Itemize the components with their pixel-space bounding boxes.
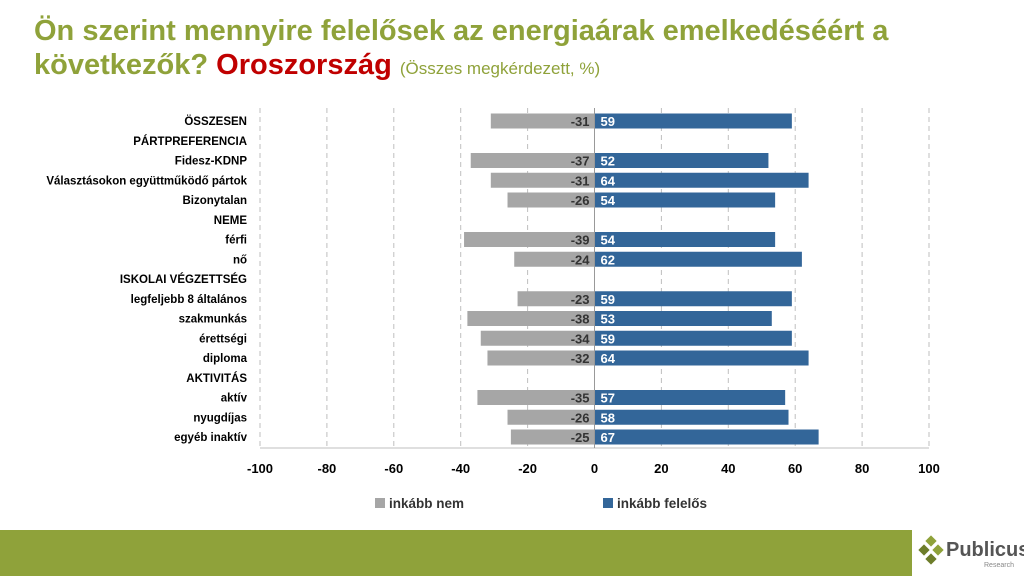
data-label: -24 xyxy=(571,252,591,267)
x-tick-label: 60 xyxy=(788,461,802,476)
footer-bar xyxy=(0,530,912,576)
category-label: nő xyxy=(233,254,247,266)
data-label: -37 xyxy=(571,154,590,169)
bar-inkabb-felelos xyxy=(594,311,772,326)
category-label: Fidesz-KDNP xyxy=(175,156,248,168)
bar-inkabb-felelos xyxy=(594,409,789,425)
x-tick-label: -20 xyxy=(518,461,537,476)
bar-inkabb-nem xyxy=(514,251,595,267)
bar-inkabb-nem xyxy=(487,350,595,366)
bar-inkabb-nem xyxy=(490,113,595,129)
bar-inkabb-felelos xyxy=(594,172,809,188)
bar-inkabb-felelos xyxy=(594,153,769,168)
bar-inkabb-felelos xyxy=(594,291,792,307)
category-label: férfi xyxy=(225,235,247,247)
bar-inkabb-nem xyxy=(510,429,595,445)
bar-inkabb-nem xyxy=(480,330,595,346)
category-label: legfeljebb 8 általános xyxy=(131,294,247,306)
category-label: nyugdíjas xyxy=(193,412,247,424)
x-tick-label: -40 xyxy=(451,461,470,476)
bar-inkabb-nem xyxy=(470,153,595,168)
x-tick-label: 0 xyxy=(591,461,598,476)
bar-inkabb-nem xyxy=(464,232,595,247)
data-label: 59 xyxy=(601,331,615,346)
data-label: -32 xyxy=(571,351,590,366)
bar-inkabb-nem xyxy=(490,172,595,188)
category-label: AKTIVITÁS xyxy=(186,372,247,385)
x-tick-label: 20 xyxy=(654,461,668,476)
x-tick-label: 80 xyxy=(855,461,869,476)
data-label: -39 xyxy=(571,233,590,248)
logo-diamonds-icon xyxy=(918,535,944,565)
data-label: 59 xyxy=(601,114,615,129)
data-label: -35 xyxy=(571,391,590,406)
chart-title: Ön szerint mennyire felelősek az energia… xyxy=(34,15,889,81)
data-label: 59 xyxy=(601,292,615,307)
data-label: 58 xyxy=(601,410,615,425)
data-label: -26 xyxy=(571,193,590,208)
category-label: szakmunkás xyxy=(179,314,247,326)
data-label: -23 xyxy=(571,292,590,307)
bar-inkabb-felelos xyxy=(594,390,786,405)
category-label: aktív xyxy=(221,393,248,405)
data-label: -31 xyxy=(571,114,590,129)
bar-inkabb-felelos xyxy=(594,251,802,267)
bar-inkabb-nem xyxy=(517,291,595,307)
category-label: ISKOLAI VÉGZETTSÉG xyxy=(120,273,247,286)
category-label: PÁRTPREFERENCIA xyxy=(133,135,247,148)
x-tick-label: -80 xyxy=(318,461,337,476)
bar-inkabb-nem xyxy=(507,192,595,208)
bar-inkabb-felelos xyxy=(594,113,792,129)
bar-inkabb-felelos xyxy=(594,232,776,247)
category-label: egyéb inaktív xyxy=(174,432,247,444)
bar-inkabb-nem xyxy=(507,409,595,425)
bar-inkabb-felelos xyxy=(594,330,792,346)
category-label: NEME xyxy=(214,215,248,227)
legend-label: inkább felelős xyxy=(617,496,707,511)
bar-inkabb-felelos xyxy=(594,429,819,445)
category-label: Választásokon együttműködő pártok xyxy=(46,175,247,187)
data-label: 64 xyxy=(601,351,616,366)
data-label: -38 xyxy=(571,312,590,327)
category-label: Bizonytalan xyxy=(182,195,247,207)
bar-inkabb-felelos xyxy=(594,350,809,366)
legend-swatch xyxy=(375,498,385,508)
category-label: érettségi xyxy=(199,333,247,345)
category-label: ÖSSZESEN xyxy=(184,115,247,128)
chart: -100 -80 -60 -40 -20 0 20 40 60 80 100 ÖSSZESEN -31 5… xyxy=(46,108,940,511)
x-tick-label: 40 xyxy=(721,461,735,476)
legend-swatch xyxy=(603,498,613,508)
x-tick-label: 100 xyxy=(918,461,940,476)
data-label: 62 xyxy=(601,252,615,267)
legend-label: inkább nem xyxy=(389,496,464,511)
data-label: 53 xyxy=(601,312,615,327)
x-tick-label: -100 xyxy=(247,461,273,476)
bar-inkabb-nem xyxy=(477,390,595,405)
data-label: -25 xyxy=(571,430,590,445)
data-label: -31 xyxy=(571,173,590,188)
data-label: -26 xyxy=(571,410,590,425)
data-label: 67 xyxy=(601,430,615,445)
data-label: 64 xyxy=(601,173,616,188)
x-tick-label: -60 xyxy=(384,461,403,476)
data-label: 52 xyxy=(601,154,615,169)
category-label: diploma xyxy=(203,353,248,365)
data-label: 54 xyxy=(601,193,616,208)
data-label: 57 xyxy=(601,391,615,406)
bar-inkabb-nem xyxy=(467,311,595,326)
data-label: 54 xyxy=(601,233,616,248)
bar-inkabb-felelos xyxy=(594,192,776,208)
data-label: -34 xyxy=(571,331,591,346)
publicus-logo: Publicus Research xyxy=(918,535,1024,575)
